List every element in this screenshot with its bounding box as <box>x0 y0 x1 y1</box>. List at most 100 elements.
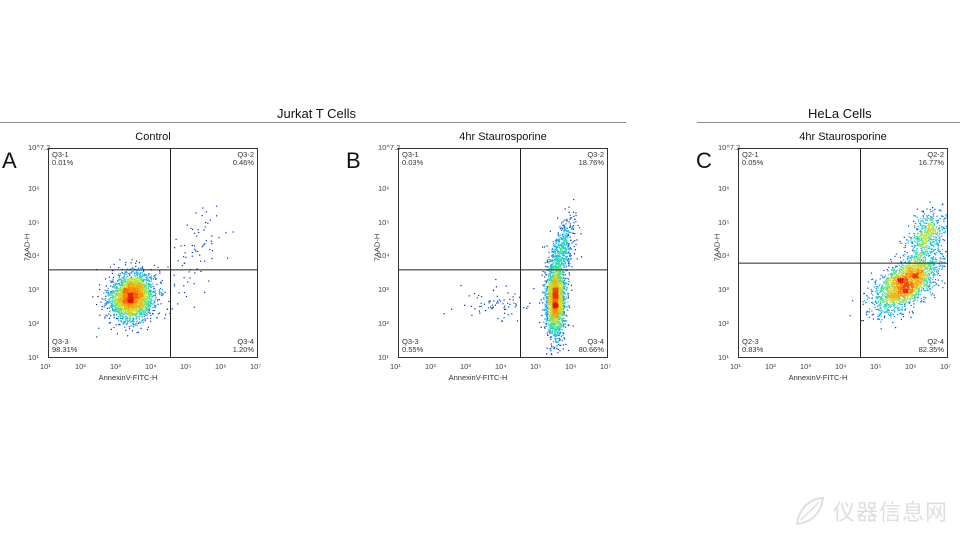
event-point <box>123 323 125 325</box>
event-point <box>558 291 560 293</box>
event-point <box>137 309 139 311</box>
event-point <box>141 266 144 268</box>
event-point <box>108 307 111 309</box>
event-point <box>129 274 131 277</box>
event-point <box>563 242 565 244</box>
event-point <box>545 305 548 307</box>
event-point <box>150 276 152 278</box>
event-point <box>131 312 134 314</box>
event-point <box>114 293 116 295</box>
event-point <box>119 284 121 286</box>
event-point <box>125 312 128 314</box>
event-point <box>138 302 140 305</box>
event-point <box>150 287 153 289</box>
event-point <box>120 291 122 293</box>
event-point <box>554 320 556 322</box>
event-point <box>559 301 561 304</box>
event-point <box>559 260 562 262</box>
event-point <box>136 282 138 284</box>
event-point <box>562 334 564 336</box>
event-point <box>551 289 553 291</box>
event-point <box>544 271 546 273</box>
event-point <box>556 240 558 242</box>
event-point <box>564 282 566 285</box>
event-point <box>559 289 561 291</box>
event-point <box>193 306 195 308</box>
event-point <box>580 233 582 235</box>
event-point <box>129 311 131 313</box>
event-point <box>144 292 146 294</box>
event-point <box>557 341 559 343</box>
scatter-plot-0 <box>48 148 258 358</box>
event-point <box>557 273 559 275</box>
event-point <box>559 279 561 281</box>
event-point <box>547 293 549 295</box>
event-point <box>132 323 134 325</box>
event-point <box>505 285 507 287</box>
event-point <box>110 297 112 299</box>
quadrant-name: Q3-1 <box>52 150 69 159</box>
event-point <box>568 272 570 274</box>
event-point <box>129 272 131 274</box>
event-point <box>200 260 202 262</box>
event-point <box>451 308 453 310</box>
event-point <box>108 299 110 301</box>
event-point <box>552 273 554 275</box>
event-point <box>122 316 124 318</box>
event-point <box>568 324 570 326</box>
event-point <box>557 352 559 354</box>
event-point <box>551 267 553 269</box>
event-point <box>561 290 564 292</box>
event-point <box>146 296 148 298</box>
event-point <box>130 290 132 292</box>
event-point <box>208 280 210 282</box>
event-point <box>136 277 138 279</box>
event-point <box>553 275 555 277</box>
event-point <box>147 295 149 297</box>
event-point <box>559 278 561 280</box>
event-point <box>117 295 120 297</box>
event-point <box>203 229 205 231</box>
event-point <box>132 306 134 308</box>
event-point <box>568 206 570 208</box>
event-point <box>560 258 562 261</box>
event-point <box>554 279 556 281</box>
event-point <box>560 289 562 292</box>
event-point <box>120 309 123 311</box>
event-point <box>564 305 566 307</box>
event-point <box>127 322 129 324</box>
event-point <box>555 275 557 277</box>
event-point <box>123 279 125 281</box>
event-point <box>561 329 563 331</box>
event-point <box>123 278 125 280</box>
event-point <box>552 321 554 323</box>
event-point <box>514 293 516 295</box>
event-point <box>560 293 563 295</box>
event-point <box>564 237 566 239</box>
event-point <box>564 251 566 253</box>
event-point <box>143 275 145 277</box>
event-point <box>548 331 551 333</box>
event-point <box>133 307 136 309</box>
event-point <box>151 299 153 301</box>
event-point <box>115 324 117 326</box>
event-point <box>556 312 558 314</box>
event-point <box>104 289 106 291</box>
event-point <box>133 283 135 285</box>
event-point <box>135 318 137 320</box>
event-point <box>545 311 547 313</box>
event-point <box>202 245 204 247</box>
event-point <box>558 298 560 300</box>
event-point <box>549 308 551 311</box>
event-point <box>555 262 557 264</box>
event-point <box>558 240 560 242</box>
event-point <box>557 261 559 263</box>
event-point <box>113 284 115 286</box>
event-point <box>139 273 141 276</box>
event-point <box>121 288 123 290</box>
event-point <box>140 287 142 289</box>
event-point <box>564 208 566 210</box>
event-point <box>112 270 114 272</box>
event-point <box>549 303 551 305</box>
event-point <box>548 287 550 289</box>
